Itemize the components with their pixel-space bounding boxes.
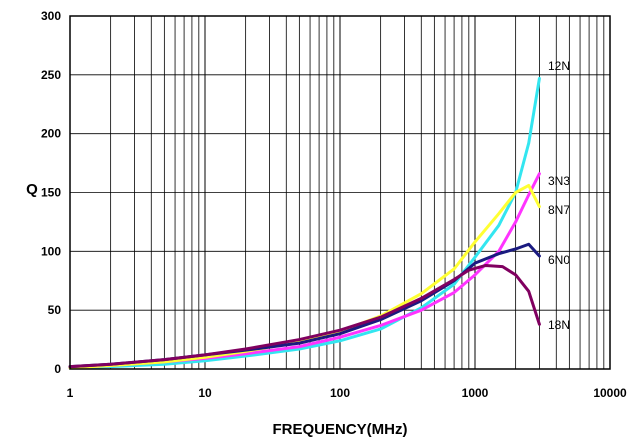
series-layer <box>68 76 541 370</box>
y-tick-label: 200 <box>41 127 61 141</box>
y-tick-label: 100 <box>41 244 61 258</box>
x-tick-labels: 1 10 100 1000 10000 <box>67 386 627 400</box>
series-label-3n3: 3N3 <box>548 174 570 188</box>
series-label-6n0: 6N0 <box>548 253 570 267</box>
series-label-12n: 12N <box>548 59 570 73</box>
x-tick-label: 100 <box>330 386 350 400</box>
series-label-8n7: 8N7 <box>548 203 570 217</box>
y-tick-label: 50 <box>48 303 62 317</box>
y-tick-label: 300 <box>41 9 61 23</box>
y-tick-label: 150 <box>41 186 61 200</box>
x-tick-label: 1000 <box>462 386 489 400</box>
y-tick-label: 0 <box>54 362 61 376</box>
y-tick-labels: 0 50 100 150 200 250 300 <box>41 9 61 376</box>
y-axis-label: Q <box>26 181 38 198</box>
plot-area-border <box>69 15 611 370</box>
series-line-18n <box>68 263 541 369</box>
series-labels: 12N 3N3 8N7 6N0 18N <box>548 59 570 332</box>
y-tick-label: 250 <box>41 68 61 82</box>
x-tick-label: 1 <box>67 386 74 400</box>
x-tick-label: 10 <box>198 386 212 400</box>
series-label-18n: 18N <box>548 318 570 332</box>
x-axis-label: FREQUENCY(MHz) <box>273 421 408 438</box>
x-tick-label: 10000 <box>593 386 627 400</box>
series-line-12n <box>68 76 541 370</box>
